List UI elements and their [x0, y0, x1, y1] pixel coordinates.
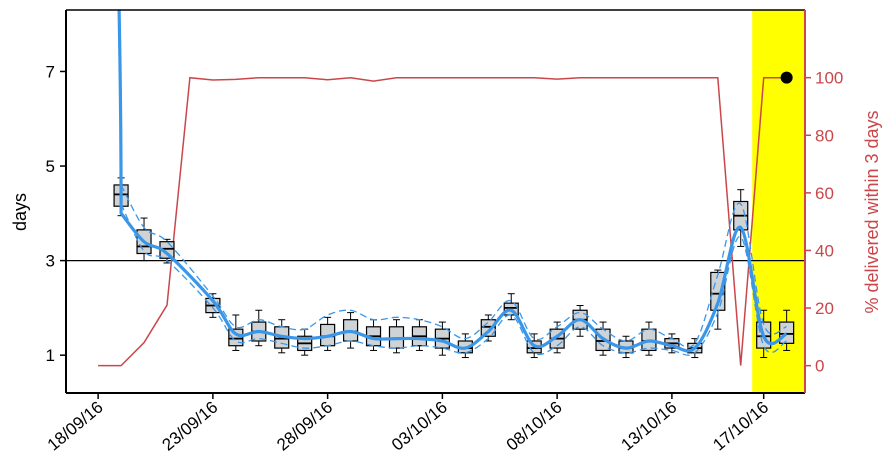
y-left-tick-label: 7 [46, 62, 55, 81]
y-right-tick-label: 60 [815, 184, 834, 203]
box-5 [205, 293, 221, 318]
y-right-tick-label: 20 [815, 299, 834, 318]
series-line-percent [98, 76, 787, 367]
trend-layer [117, 9, 788, 353]
box-body [480, 319, 496, 337]
box-14 [411, 319, 428, 351]
highlight-point-layer [780, 71, 793, 84]
ci-band-layer [120, 184, 787, 356]
highlight-point [780, 71, 793, 84]
y-right-tick-label: 80 [815, 126, 834, 145]
trend-line [117, 9, 788, 353]
y-left-tick-label: 3 [46, 252, 55, 271]
y-left-tick-label: 5 [46, 157, 55, 176]
ci-band-line-lower [120, 203, 787, 356]
box-body [228, 328, 244, 347]
y-axis-right-label: % delivered within 3 days [862, 110, 882, 313]
y-axis-left-label: days [10, 193, 30, 231]
ci-band-line-upper [120, 184, 787, 349]
percent-series-layer [98, 76, 787, 367]
y-right-tick-label: 0 [815, 357, 824, 376]
y-left-tick-label: 1 [46, 346, 55, 365]
box-body [779, 321, 795, 344]
y-right-tick-label: 100 [815, 69, 843, 88]
box-6 [228, 314, 244, 351]
y-right-tick-label: 40 [815, 241, 834, 260]
